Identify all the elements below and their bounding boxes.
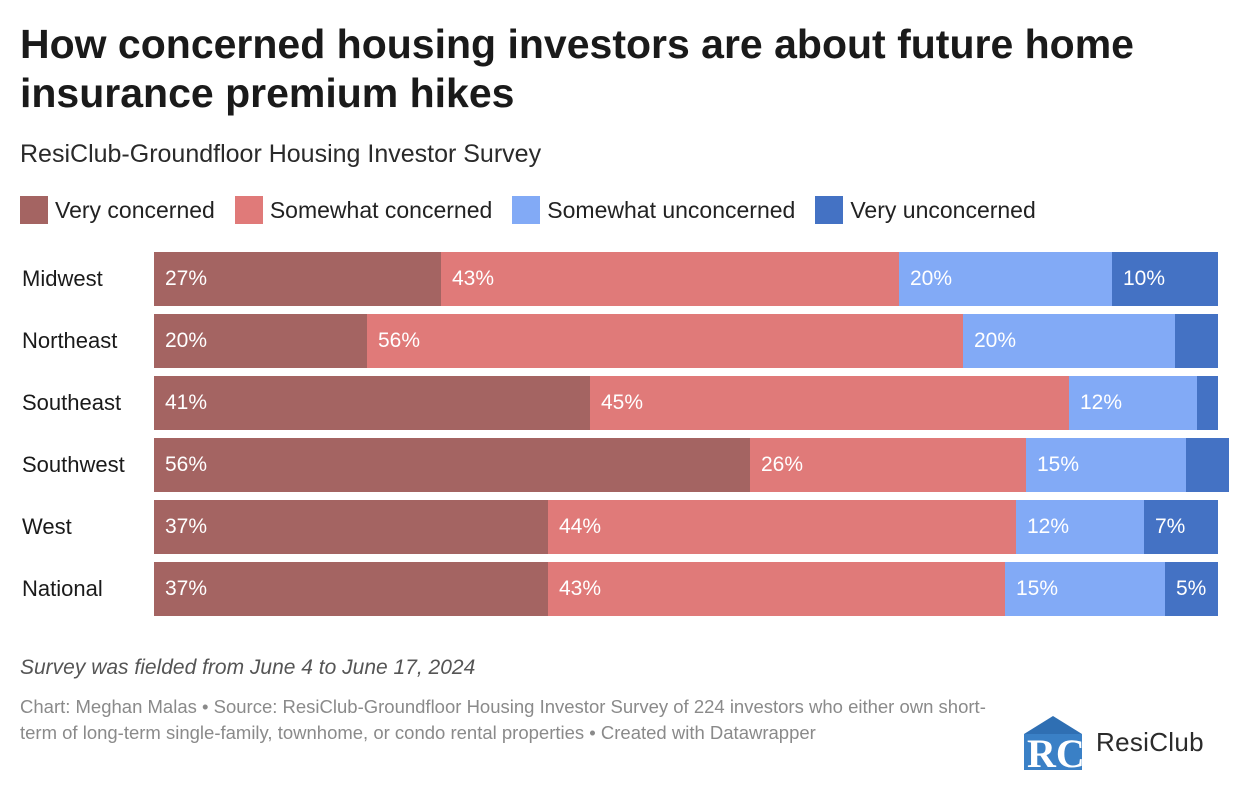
data-label: 56% <box>378 329 421 352</box>
data-label: 7% <box>1155 515 1186 538</box>
bar-segment <box>548 562 1005 616</box>
bar-segment <box>154 314 367 368</box>
category-label: Midwest <box>22 266 103 291</box>
source-credits: Chart: Meghan Malas • Source: ResiClub-G… <box>20 696 986 743</box>
data-label: 45% <box>601 391 644 414</box>
bar-segment <box>367 314 963 368</box>
data-label: 20% <box>165 329 208 352</box>
bar-segment <box>548 500 1016 554</box>
category-label: Southwest <box>22 452 125 477</box>
data-label: 20% <box>910 267 953 290</box>
bar-segment <box>1165 562 1218 616</box>
bar-segment <box>154 500 548 554</box>
category-label: West <box>22 514 72 539</box>
bar-segment <box>1069 376 1197 430</box>
bar-segment <box>750 438 1026 492</box>
data-label: 37% <box>165 515 208 538</box>
data-label: 26% <box>761 453 804 476</box>
data-label: 5% <box>1176 577 1207 600</box>
bar-segment <box>154 438 750 492</box>
legend-label: Very concerned <box>55 196 215 223</box>
category-label: Northeast <box>22 328 118 353</box>
bar-segment <box>1026 438 1186 492</box>
legend-label: Very unconcerned <box>850 196 1036 223</box>
bar-segment <box>1144 500 1218 554</box>
legend-label: Somewhat concerned <box>269 196 493 223</box>
data-label: 27% <box>165 267 208 290</box>
bar-segment <box>154 376 590 430</box>
resiclub-logo-text: ResiClub <box>1096 726 1204 757</box>
bar-segment <box>1112 252 1218 306</box>
bar-segment <box>154 562 548 616</box>
data-label: 56% <box>165 453 208 476</box>
bar-segment <box>963 314 1175 368</box>
legend-item: Very concerned <box>20 196 215 224</box>
data-label: 15% <box>1016 577 1059 600</box>
legend-swatch <box>20 196 48 224</box>
bar-segment <box>590 376 1069 430</box>
data-label: 41% <box>165 391 208 414</box>
data-label: 43% <box>559 577 602 600</box>
bar-segment <box>1197 376 1218 430</box>
data-label: 37% <box>165 577 208 600</box>
svg-text:RC: RC <box>1027 731 1082 770</box>
survey-note: Survey was fielded from June 4 to June 1… <box>20 656 476 679</box>
bar-segment <box>1186 438 1229 492</box>
legend: Very concerned Somewhat concerned Somewhat… <box>20 196 1056 224</box>
bar-segment <box>1175 314 1218 368</box>
chart-subtitle: ResiClub-Groundfloor Housing Investor Su… <box>20 140 542 168</box>
legend-swatch <box>512 196 541 224</box>
category-label: Southeast <box>22 390 122 415</box>
data-label: 12% <box>1027 515 1070 538</box>
resiclub-logo-icon: RC <box>1024 716 1082 770</box>
data-label: 43% <box>452 267 495 290</box>
category-label: National <box>22 576 103 601</box>
data-label: 44% <box>559 515 602 538</box>
resiclub-logo: RC ResiClub <box>1024 714 1204 770</box>
legend-swatch <box>234 196 263 224</box>
legend-item: Somewhat unconcerned <box>512 196 795 224</box>
bar-segment <box>899 252 1112 306</box>
data-label: 12% <box>1080 391 1123 414</box>
bar-segment <box>1016 500 1144 554</box>
stacked-bar-chart: Midwest 27% 43% 20% 10% Northeast 20% 56% 20% Sou… <box>0 252 1240 616</box>
data-label: 20% <box>974 329 1017 352</box>
data-label: 10% <box>1123 267 1166 290</box>
legend-label: Somewhat unconcerned <box>547 196 796 223</box>
legend-item: Very unconcerned <box>815 196 1036 224</box>
chart-title: How concerned housing investors are abou… <box>20 21 1134 116</box>
bar-segment <box>441 252 899 306</box>
bar-segment <box>154 252 441 306</box>
legend-swatch <box>815 196 844 224</box>
legend-item: Somewhat concerned <box>234 196 493 224</box>
bar-segment <box>1005 562 1165 616</box>
data-label: 15% <box>1037 453 1080 476</box>
